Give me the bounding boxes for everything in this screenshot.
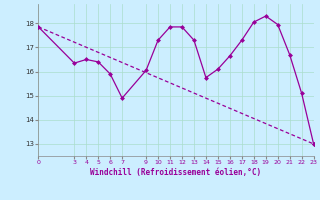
X-axis label: Windchill (Refroidissement éolien,°C): Windchill (Refroidissement éolien,°C): [91, 168, 261, 177]
